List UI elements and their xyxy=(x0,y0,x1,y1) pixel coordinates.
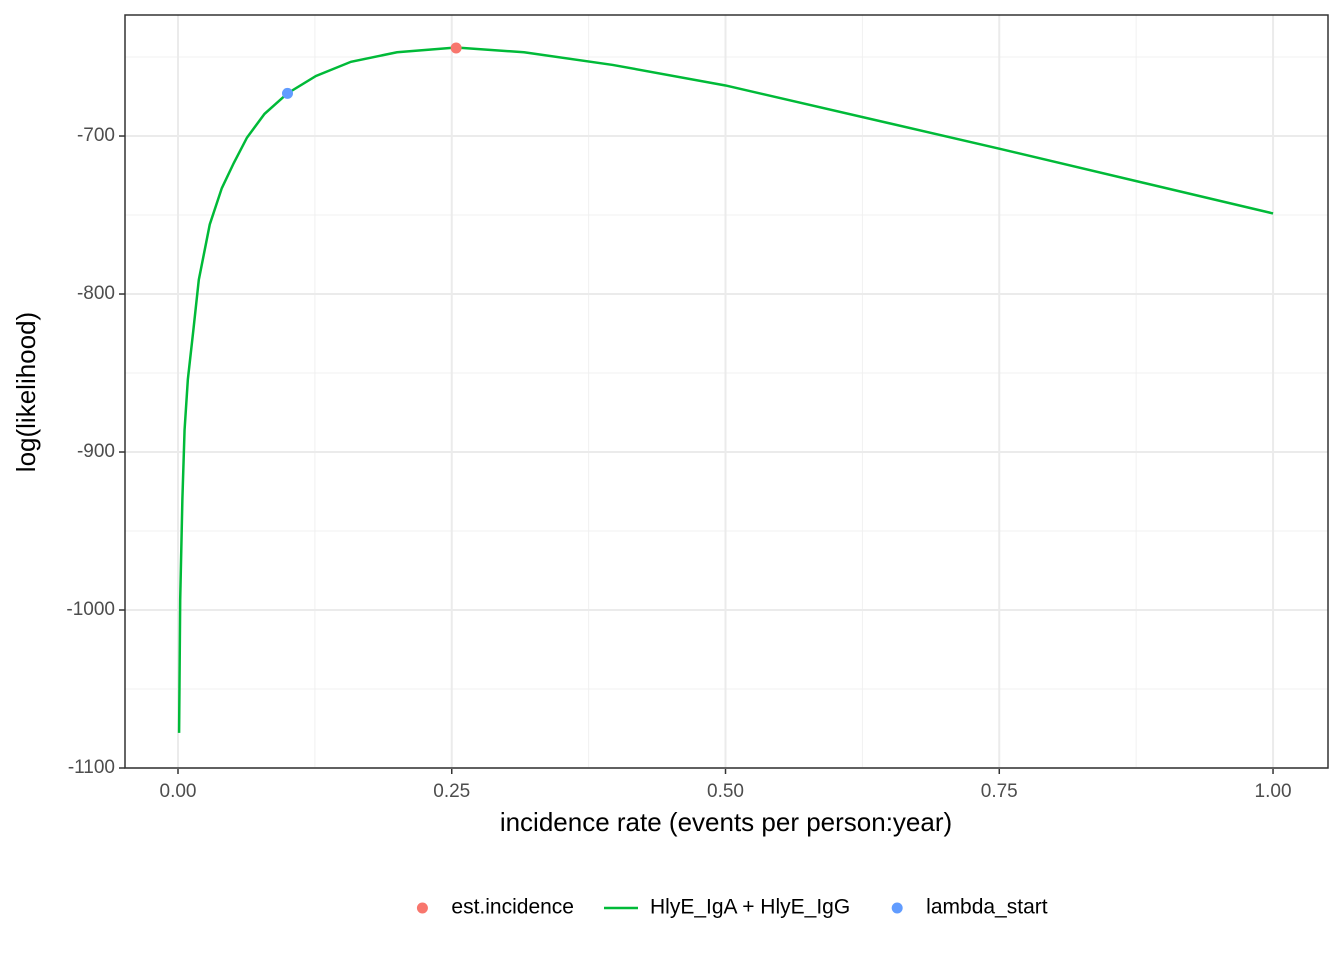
x-axis-title: incidence rate (events per person:year) xyxy=(500,807,952,837)
legend-key xyxy=(416,902,428,914)
legend: est.incidence HlyE_IgA + HlyE_IgG lambda_s… xyxy=(416,896,1048,919)
data-point xyxy=(450,42,462,54)
y-tick-label: -1100 xyxy=(68,757,115,778)
y-axis-title: log(likelihood) xyxy=(11,312,41,472)
legend-label: HlyE_IgA + HlyE_IgG xyxy=(650,896,850,919)
series-line xyxy=(177,46,1274,733)
y-tick-label: -800 xyxy=(77,283,115,304)
y-tick-label: -1000 xyxy=(66,599,115,620)
legend-key xyxy=(891,902,903,914)
x-tick-label: 0.75 xyxy=(981,781,1018,802)
y-tick-label: -700 xyxy=(77,125,115,146)
x-tick-label: 0.00 xyxy=(160,781,197,802)
data-point xyxy=(282,87,294,99)
x-tick-label: 0.25 xyxy=(433,781,470,802)
plot-border xyxy=(124,14,1329,769)
x-tick-label: 0.50 xyxy=(707,781,744,802)
legend-label: lambda_start xyxy=(926,896,1048,919)
x-tick-label: 1.00 xyxy=(1255,781,1292,802)
y-tick-label: -900 xyxy=(77,441,115,462)
legend-label: est.incidence xyxy=(451,896,574,919)
